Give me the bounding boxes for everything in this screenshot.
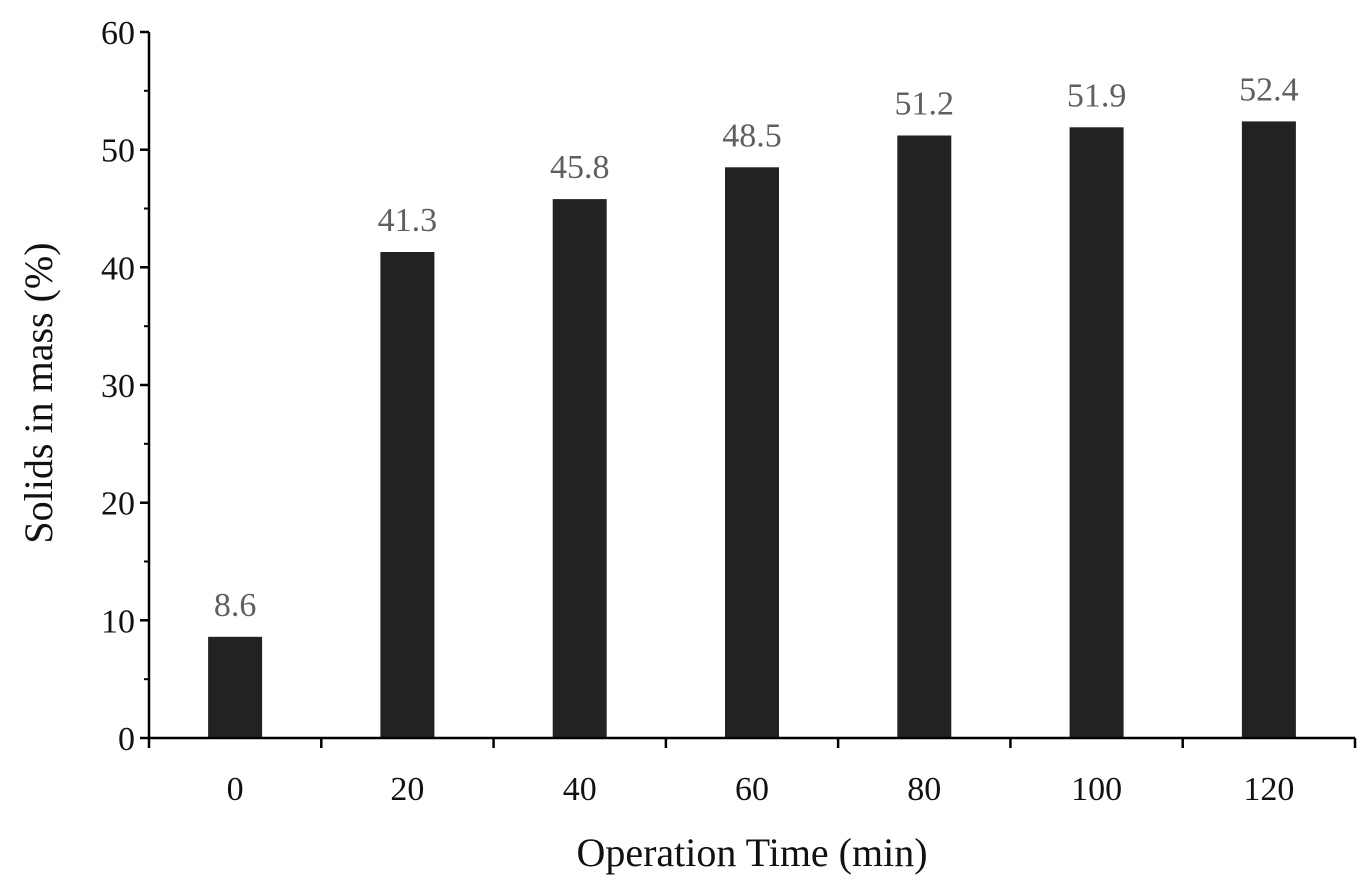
bar-120 [1241,121,1296,738]
data-label-120: 52.4 [1239,71,1299,108]
bar-40 [552,199,607,739]
bar-80 [897,135,952,738]
x-tick-label-40: 40 [563,771,597,808]
y-tick-label-10: 10 [101,603,135,640]
bar-0 [208,636,263,738]
bars-layer [208,121,1296,739]
y-tick-label-20: 20 [101,486,135,523]
data-label-0: 8.6 [214,587,257,624]
y-tick-label-60: 60 [101,15,135,52]
data-label-80: 51.2 [895,86,955,123]
data-label-20: 41.3 [378,202,438,239]
labels-layer: 8.6 41.3 45.8 48.5 51.2 51.9 52.4 0 10 20 30 40 50 60… [101,15,1299,808]
y-axis-title: Solids in mass (%) [16,242,61,543]
bar-100 [1069,127,1124,739]
x-tick-label-100: 100 [1071,771,1122,808]
bar-60 [725,167,779,739]
x-tick-label-80: 80 [907,771,941,808]
x-axis-title: Operation Time (min) [576,830,927,875]
x-tick-label-20: 20 [390,771,424,808]
x-tick-label-120: 120 [1243,771,1294,808]
y-tick-label-0: 0 [118,721,135,758]
y-tick-label-40: 40 [101,250,135,287]
y-tick-label-30: 30 [101,368,135,405]
y-tick-label-50: 50 [101,133,135,170]
x-tick-label-60: 60 [735,771,769,808]
x-tick-label-0: 0 [227,771,244,808]
data-label-40: 45.8 [550,149,610,186]
data-label-60: 48.5 [722,117,782,154]
bar-20 [380,252,435,738]
ticks-layer [140,30,1357,748]
data-label-100: 51.9 [1067,77,1127,114]
